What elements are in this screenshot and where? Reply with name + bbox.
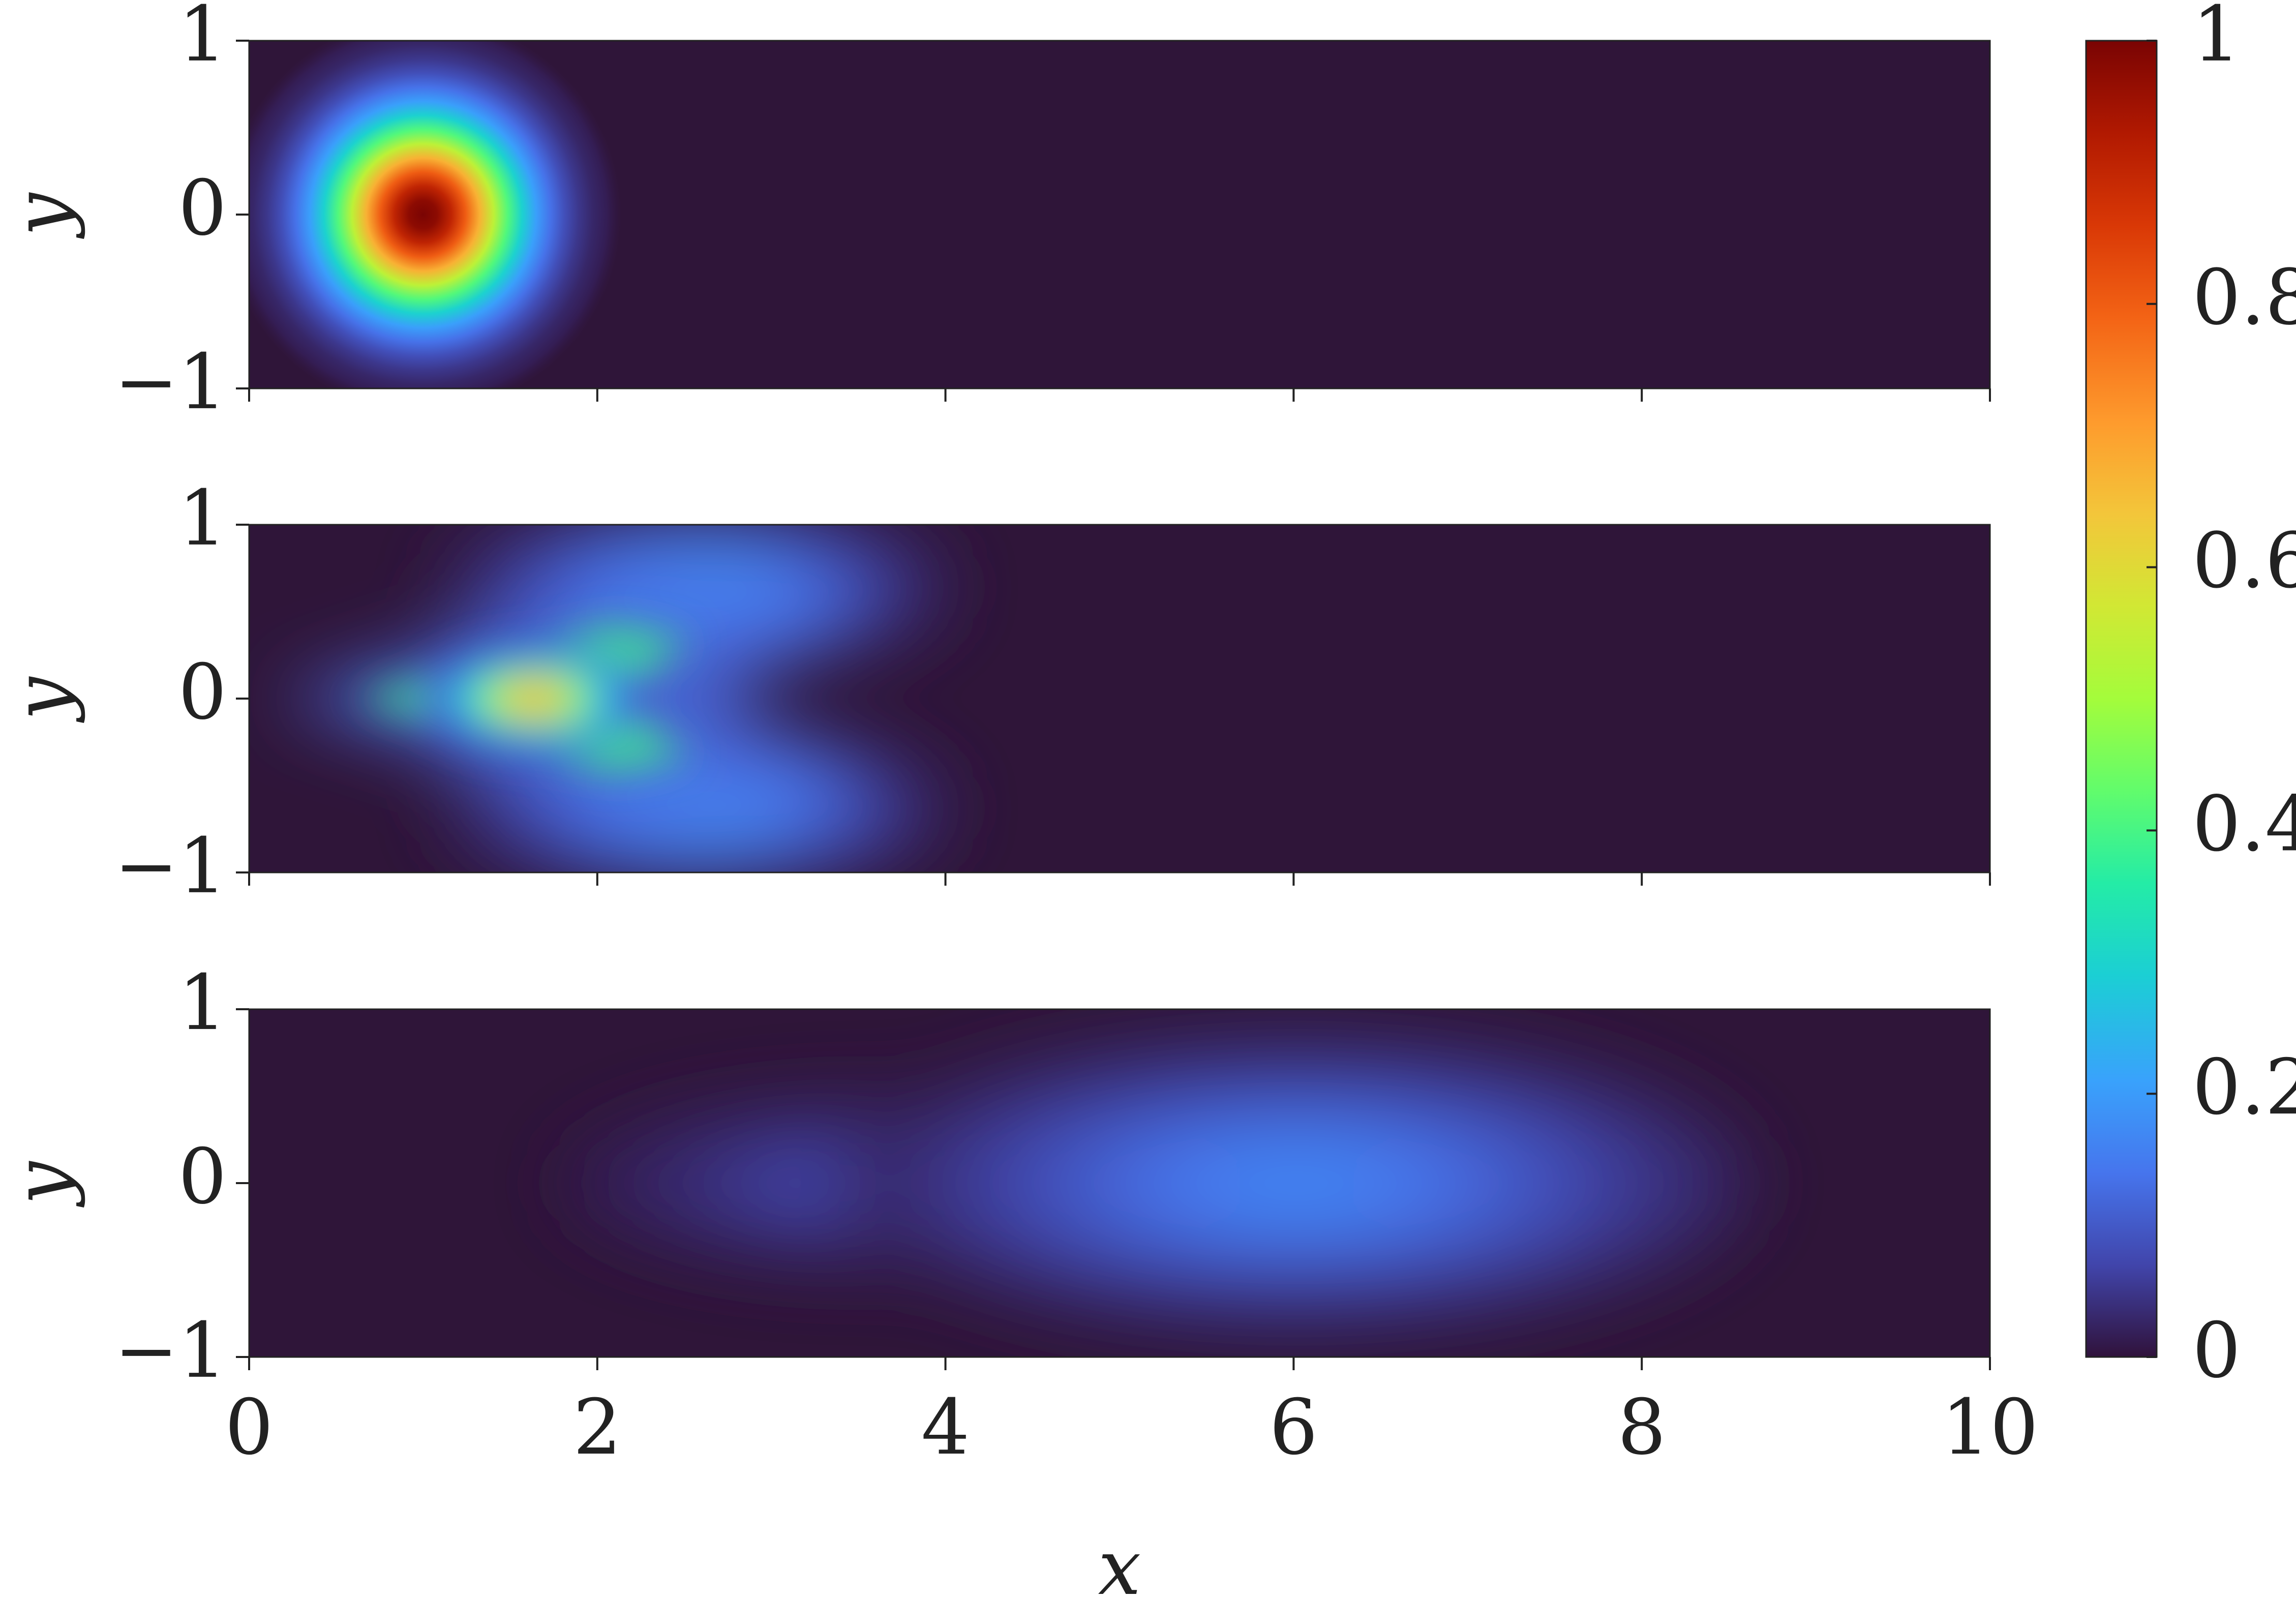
panel-3-plume bbox=[549, 1031, 1769, 1336]
colorbar-tick-label: 0 bbox=[2192, 1307, 2241, 1395]
colorbar-tick-label: 0.2 bbox=[2192, 1043, 2296, 1132]
panel-3-xticklabels: 0 2 4 6 8 10 bbox=[225, 1383, 2038, 1472]
colorbar-gradient bbox=[2086, 41, 2157, 1357]
panel-3-xticks bbox=[248, 1357, 1991, 1370]
panel-1-yticks: 1 0 −1 bbox=[114, 0, 249, 427]
y-tick-label: −1 bbox=[114, 338, 227, 427]
colorbar: 0 0.2 0.4 0.6 0.8 1 bbox=[2085, 0, 2296, 1395]
colorbar-tick-label: 0.8 bbox=[2192, 254, 2296, 342]
x-tick-label: 10 bbox=[1942, 1383, 2039, 1472]
colorbar-ticks: 0 0.2 0.4 0.6 0.8 1 bbox=[2147, 0, 2296, 1395]
x-axis-label: x bbox=[1098, 1524, 1141, 1599]
y-tick-label: 0 bbox=[178, 164, 227, 253]
x-tick-label: 2 bbox=[573, 1383, 621, 1472]
panel-3-yticks: 1 0 −1 bbox=[114, 959, 249, 1395]
panel-3: 10−1 0 2 4 6 8 10 y x bbox=[0, 959, 2038, 1599]
panel-1-ylabel: y bbox=[0, 192, 86, 239]
colorbar-tick-label: 0.4 bbox=[2192, 780, 2296, 868]
y-tick-label: 0 bbox=[178, 1133, 227, 1221]
y-tick-label: −1 bbox=[114, 822, 227, 911]
panel-1: 1 0 −1 y bbox=[0, 0, 1991, 427]
panel-3-blobs bbox=[549, 1031, 1769, 1336]
y-tick-label: 1 bbox=[178, 474, 227, 563]
panel-1-xticks bbox=[248, 388, 1991, 402]
x-tick-label: 6 bbox=[1270, 1383, 1318, 1472]
panel-2-core bbox=[356, 625, 691, 772]
colorbar-frame bbox=[2085, 40, 2158, 1358]
y-tick-label: 1 bbox=[178, 959, 227, 1047]
panel-1-hotspot bbox=[249, 41, 621, 388]
x-tick-label: 8 bbox=[1617, 1383, 1666, 1472]
colorbar-tick-label: 0.6 bbox=[2192, 517, 2296, 606]
panel-1-blobs bbox=[249, 41, 621, 388]
panel-2-ylabel: y bbox=[0, 676, 86, 723]
panel-2-xticks bbox=[248, 872, 1991, 886]
panel-2: 1 0 −1 y bbox=[0, 474, 1991, 911]
panel-2-yticks: 1 0 −1 bbox=[114, 474, 249, 911]
y-tick-label: 1 bbox=[178, 0, 227, 79]
x-tick-label: 0 bbox=[225, 1383, 273, 1472]
colorbar-tick-label: 1 bbox=[2192, 0, 2241, 79]
y-tick-label: 0 bbox=[178, 648, 227, 737]
panel-3-ylabel: y bbox=[0, 1160, 86, 1208]
y-tick-label: −1 bbox=[114, 1307, 227, 1395]
panel-2-blobs bbox=[275, 525, 961, 872]
x-tick-label: 4 bbox=[921, 1383, 970, 1472]
